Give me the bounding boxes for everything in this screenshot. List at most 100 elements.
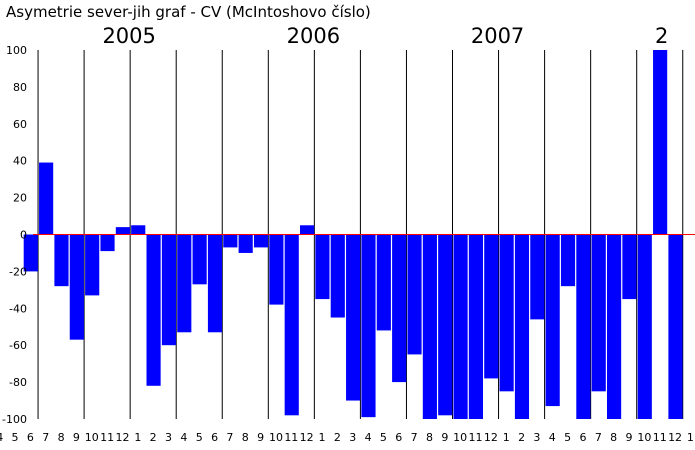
x-tick-label: 7 [411,431,418,444]
bar [361,234,376,418]
bar [453,234,468,419]
y-tick-label: -40 [9,302,27,315]
bar [668,234,683,419]
x-tick-label: 7 [226,431,233,444]
x-tick-label: 9 [626,431,633,444]
x-tick-label: 8 [242,431,249,444]
bar [622,234,637,300]
bar [192,234,207,285]
bar [468,234,483,419]
bar [392,234,407,383]
year-label: 2006 [287,24,340,48]
x-tick-label: 8 [610,431,617,444]
bar [23,234,38,272]
bar [545,234,560,407]
x-tick-label: 2 [334,431,341,444]
y-axis-ticks: 100 80 60 40 20 0 -20 -40 -60 -80 -100 [2,44,27,426]
year-label: 2005 [102,24,155,48]
year-label: 2 [655,24,668,48]
x-tick-label: 7 [595,431,602,444]
bar [346,234,361,401]
y-tick-label: 100 [6,44,27,57]
bar [560,234,576,287]
x-tick-label: 10 [637,431,651,444]
x-tick-label: 12 [115,431,129,444]
bar [376,234,391,331]
x-tick-label: 10 [453,431,467,444]
bar [315,234,330,300]
x-tick-label: 8 [58,431,65,444]
x-tick-label: 10 [85,431,99,444]
x-tick-label: 6 [27,431,34,444]
x-tick-label: 9 [441,431,448,444]
x-tick-label: 5 [380,431,387,444]
bar [131,225,146,235]
x-tick-label: 11 [100,431,114,444]
bar [499,234,514,392]
x-tick-label: 9 [257,431,264,444]
y-tick-label: 40 [13,155,27,168]
bar [269,234,284,305]
y-tick-label: -60 [9,339,27,352]
x-axis-ticks: 4567891011121234567891011121234567891011… [0,431,694,444]
year-label: 2007 [471,24,524,48]
bar [514,234,530,419]
bar [653,50,668,235]
bar [300,225,315,235]
bar [330,234,345,318]
y-tick-label: -80 [9,376,27,389]
x-tick-label: 2 [150,431,157,444]
y-tick-label: 80 [13,81,27,94]
bar [576,234,591,419]
bar [438,234,453,416]
y-tick-label: 60 [13,118,27,131]
bar [637,234,652,419]
x-tick-label: 4 [549,431,556,444]
x-tick-label: 11 [653,431,667,444]
x-tick-label: 3 [533,431,540,444]
y-tick-label: 0 [20,229,27,242]
bar [591,234,606,392]
bar [284,234,299,416]
x-tick-label: 1 [687,431,694,444]
y-tick-label: -20 [9,265,27,278]
bar [100,234,115,252]
x-tick-label: 4 [180,431,187,444]
x-tick-label: 4 [0,431,3,444]
bars [23,50,683,419]
bar [607,234,622,419]
x-tick-label: 6 [395,431,402,444]
y-tick-label: 20 [13,192,27,205]
x-tick-label: 1 [134,431,141,444]
x-tick-label: 1 [503,431,510,444]
x-tick-label: 6 [211,431,218,444]
x-tick-label: 12 [668,431,682,444]
x-tick-label: 7 [42,431,49,444]
x-tick-label: 10 [269,431,283,444]
bar [238,234,253,253]
x-tick-label: 3 [349,431,356,444]
x-tick-label: 2 [518,431,525,444]
bar [207,234,223,333]
y-tick-label: -100 [2,413,27,426]
x-tick-label: 5 [564,431,571,444]
bar [161,234,176,346]
x-tick-label: 12 [484,431,498,444]
bar [54,234,69,287]
bar [177,234,192,333]
bar [39,162,54,235]
x-tick-label: 12 [300,431,314,444]
bar [146,234,161,386]
bar [253,234,269,248]
bar [422,234,437,419]
x-tick-label: 8 [426,431,433,444]
x-tick-label: 9 [73,431,80,444]
x-tick-label: 3 [165,431,172,444]
x-tick-label: 5 [196,431,203,444]
bar [115,227,130,235]
bar [69,234,84,340]
bar [484,234,499,379]
x-tick-label: 11 [284,431,298,444]
x-tick-label: 4 [365,431,372,444]
